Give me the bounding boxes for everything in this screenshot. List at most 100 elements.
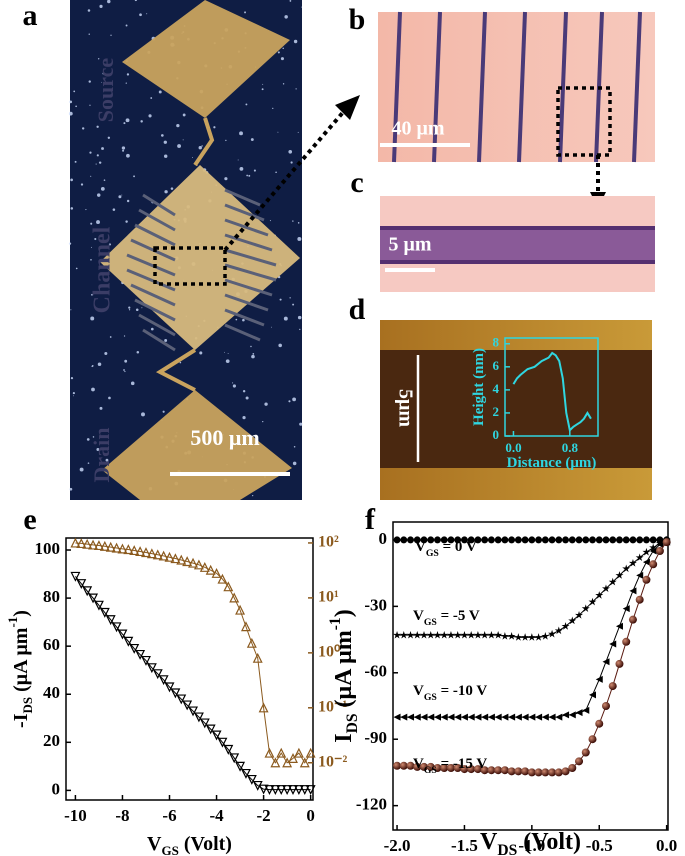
speck xyxy=(242,390,246,393)
marker xyxy=(460,536,468,544)
marker xyxy=(152,669,163,680)
speck xyxy=(87,9,91,12)
speck xyxy=(182,139,184,141)
speck xyxy=(79,467,84,472)
marker xyxy=(454,536,462,544)
label-part: V xyxy=(415,539,426,555)
marker xyxy=(501,713,509,721)
marker xyxy=(487,630,496,639)
marker xyxy=(205,564,216,575)
marker xyxy=(622,564,631,573)
x-tick-label: 0.8 xyxy=(562,440,579,455)
electrode xyxy=(632,11,642,163)
marker xyxy=(548,768,557,777)
marker xyxy=(99,607,110,618)
marker xyxy=(270,785,281,796)
marker xyxy=(433,713,441,721)
label-part: = -10 V xyxy=(437,683,488,699)
series-line xyxy=(512,351,592,433)
label-part: -1 xyxy=(327,617,344,630)
speck xyxy=(191,157,193,158)
label-part: Height (nm) xyxy=(471,348,487,426)
y-tick-label: 2 xyxy=(493,404,500,419)
speck xyxy=(288,149,293,154)
speck xyxy=(160,134,164,137)
marker xyxy=(93,540,104,551)
speck xyxy=(201,145,203,147)
speck xyxy=(128,309,131,311)
marker xyxy=(528,713,536,721)
marker xyxy=(440,536,448,544)
speck xyxy=(107,0,111,4)
label-part: GS xyxy=(161,843,178,856)
panel-label: d xyxy=(349,293,366,326)
speck xyxy=(104,352,108,356)
marker xyxy=(123,544,134,555)
marker xyxy=(82,586,93,597)
marker xyxy=(514,713,522,721)
marker xyxy=(453,630,462,639)
marker xyxy=(193,559,204,570)
marker xyxy=(581,604,590,612)
speck xyxy=(90,222,93,225)
label-part: = 0 V xyxy=(439,539,477,555)
speck xyxy=(123,122,126,125)
speck xyxy=(81,127,85,130)
marker xyxy=(433,764,442,773)
marker xyxy=(446,630,455,639)
y-tick-label: 4 xyxy=(493,381,500,396)
speck xyxy=(69,487,73,491)
speck xyxy=(101,81,103,83)
speck xyxy=(170,187,174,190)
speck xyxy=(68,111,73,116)
speck xyxy=(269,220,271,222)
label-part: DS xyxy=(20,697,35,714)
marker xyxy=(99,540,110,551)
marker xyxy=(193,712,204,723)
speck xyxy=(297,131,299,133)
speck xyxy=(284,15,288,19)
speck xyxy=(126,199,130,203)
marker xyxy=(609,640,617,648)
marker xyxy=(555,536,563,544)
panel-label: f xyxy=(365,503,376,536)
speck xyxy=(123,369,125,371)
marker xyxy=(581,748,590,757)
speck xyxy=(290,161,293,164)
marker xyxy=(514,633,523,641)
y-tick-label: 20 xyxy=(43,731,60,750)
finger xyxy=(224,293,269,312)
speck xyxy=(232,382,234,384)
speck xyxy=(75,105,77,108)
label-part: ) xyxy=(331,609,357,617)
marker xyxy=(554,768,563,777)
y-tick-label: 80 xyxy=(43,587,60,606)
marker xyxy=(608,682,617,691)
speck xyxy=(253,169,256,172)
axis-label: -IDS (μA μm-1) xyxy=(5,610,35,728)
speck xyxy=(69,100,73,104)
finger xyxy=(224,203,265,222)
marker xyxy=(293,785,304,796)
marker xyxy=(527,768,536,777)
finger xyxy=(142,193,176,217)
marker xyxy=(494,630,503,639)
speck xyxy=(91,246,92,248)
label-part: GS xyxy=(424,617,438,628)
y-tick-label: -120 xyxy=(356,795,387,814)
marker xyxy=(514,536,522,544)
marker xyxy=(105,615,116,626)
marker xyxy=(406,630,415,639)
speck xyxy=(283,316,288,321)
marker xyxy=(211,730,222,741)
speck xyxy=(239,167,244,171)
finger xyxy=(142,328,176,352)
marker xyxy=(240,768,251,779)
marker xyxy=(480,766,489,775)
marker xyxy=(440,764,449,773)
speck xyxy=(70,377,74,380)
marker xyxy=(487,766,496,775)
marker xyxy=(82,538,93,549)
speck xyxy=(102,72,105,75)
marker xyxy=(481,536,489,544)
